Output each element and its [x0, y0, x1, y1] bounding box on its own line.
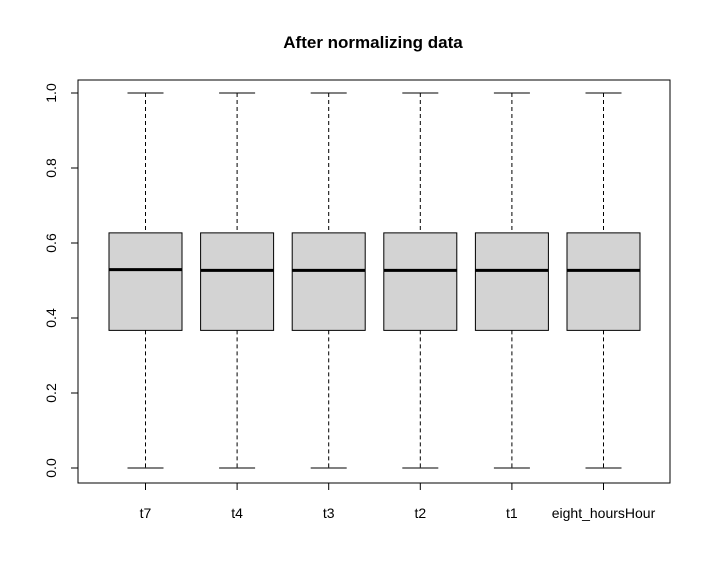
x-tick-label: eight_hoursHour — [552, 505, 656, 521]
y-tick-label: 0.4 — [43, 308, 59, 328]
y-tick-label: 0.8 — [43, 158, 59, 178]
y-axis: 0.0 0.2 0.4 0.6 0.8 1.0 — [43, 83, 79, 478]
x-tick-label: t3 — [323, 505, 335, 521]
x-tick-label: t4 — [231, 505, 243, 521]
box-eight_hoursHour — [566, 92, 641, 469]
iqr-box — [474, 232, 549, 331]
x-axis: t7 t4 t3 t2 t1 eight_hoursHour — [140, 482, 656, 521]
y-tick-label: 0.0 — [43, 458, 59, 478]
box-t2 — [383, 92, 458, 469]
boxes-group — [108, 92, 641, 469]
x-tick-label: t2 — [414, 505, 426, 521]
chart-title: After normalizing data — [283, 33, 463, 52]
x-tick-label: t1 — [506, 505, 518, 521]
iqr-box — [200, 232, 275, 331]
box-t1 — [474, 92, 549, 469]
y-tick-label: 0.6 — [43, 233, 59, 253]
iqr-box — [108, 232, 183, 331]
box-t7 — [108, 92, 183, 469]
box-t4 — [200, 92, 275, 469]
iqr-box — [291, 232, 366, 331]
iqr-box — [566, 232, 641, 331]
y-tick-label: 0.2 — [43, 383, 59, 403]
x-tick-label: t7 — [140, 505, 152, 521]
iqr-box — [383, 232, 458, 331]
box-t3 — [291, 92, 366, 469]
y-tick-label: 1.0 — [43, 83, 59, 103]
